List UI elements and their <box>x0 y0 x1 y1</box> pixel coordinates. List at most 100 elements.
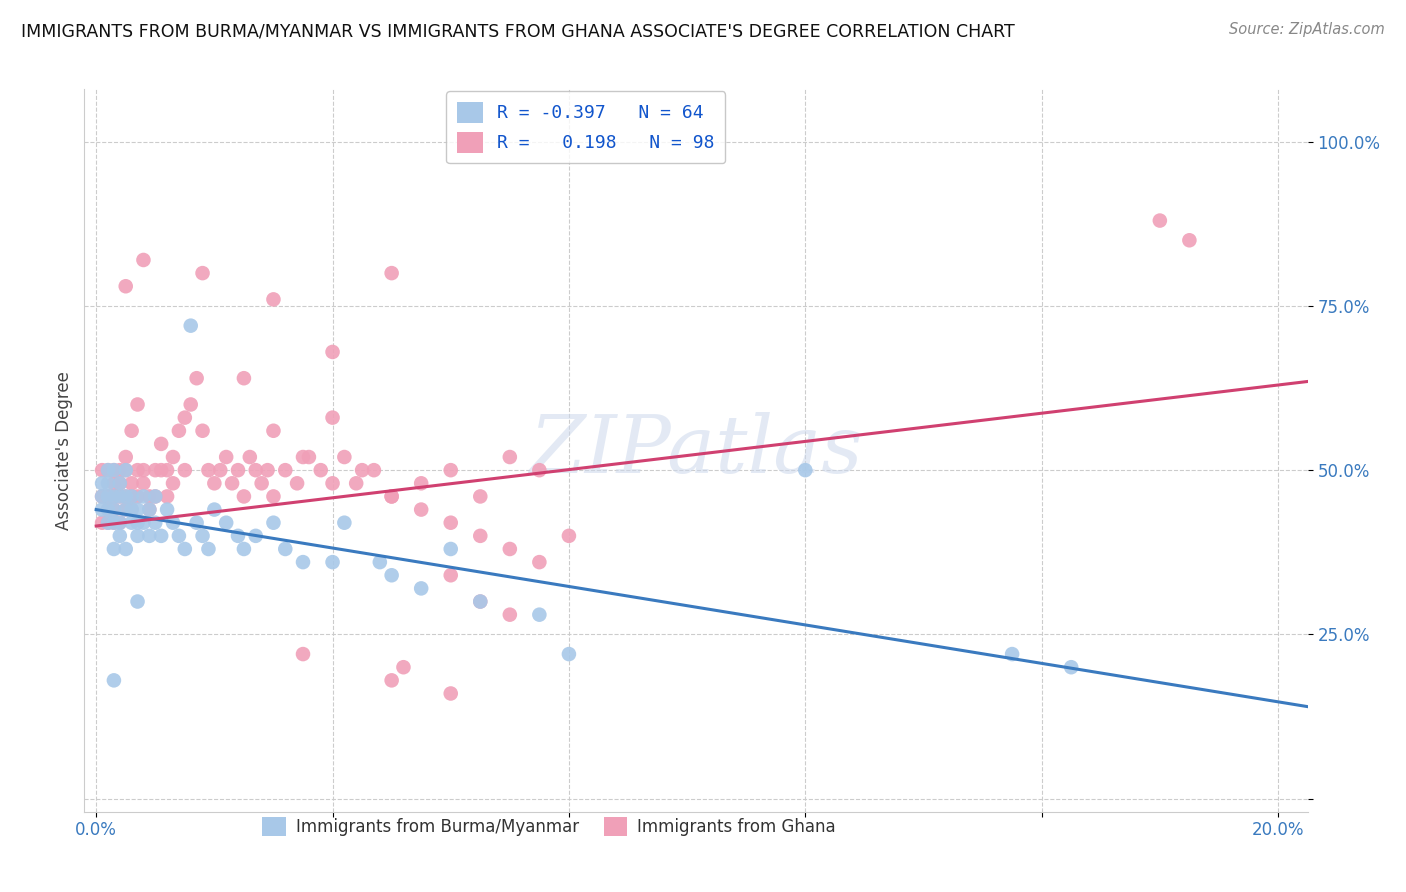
Point <box>381 490 404 504</box>
Point <box>108 463 131 477</box>
Point <box>103 463 125 477</box>
Point <box>103 516 125 530</box>
Point <box>108 529 131 543</box>
Point <box>245 463 267 477</box>
Point <box>143 516 166 530</box>
Point <box>262 516 284 530</box>
Point <box>1001 647 1024 661</box>
Point <box>232 490 254 504</box>
Point <box>411 582 433 596</box>
Point <box>529 555 551 569</box>
Point <box>121 490 143 504</box>
Point <box>121 516 143 530</box>
Point <box>344 476 367 491</box>
Point <box>162 476 184 491</box>
Point <box>114 463 136 477</box>
Point <box>91 516 114 530</box>
Point <box>333 450 356 464</box>
Point <box>132 463 155 477</box>
Point <box>794 463 817 477</box>
Text: IMMIGRANTS FROM BURMA/MYANMAR VS IMMIGRANTS FROM GHANA ASSOCIATE'S DEGREE CORREL: IMMIGRANTS FROM BURMA/MYANMAR VS IMMIGRA… <box>21 22 1015 40</box>
Point <box>127 529 149 543</box>
Point <box>322 555 344 569</box>
Point <box>103 673 125 688</box>
Point <box>97 476 120 491</box>
Point <box>262 293 284 307</box>
Point <box>440 541 463 556</box>
Point <box>292 555 315 569</box>
Point <box>150 529 173 543</box>
Point <box>91 490 114 504</box>
Point <box>209 463 232 477</box>
Point <box>91 502 114 516</box>
Point <box>91 490 114 504</box>
Point <box>132 476 155 491</box>
Point <box>499 541 522 556</box>
Point <box>470 594 492 608</box>
Point <box>108 490 131 504</box>
Point <box>121 490 143 504</box>
Point <box>186 371 208 385</box>
Point <box>108 476 131 491</box>
Point <box>127 490 149 504</box>
Point <box>292 647 315 661</box>
Point <box>1149 213 1171 227</box>
Point <box>132 516 155 530</box>
Point <box>173 541 195 556</box>
Point <box>156 502 179 516</box>
Point <box>97 490 120 504</box>
Point <box>121 502 143 516</box>
Point <box>250 476 273 491</box>
Point <box>97 502 120 516</box>
Point <box>191 529 214 543</box>
Point <box>262 424 284 438</box>
Point <box>156 490 179 504</box>
Point <box>97 516 120 530</box>
Point <box>470 490 492 504</box>
Point <box>103 502 125 516</box>
Point <box>103 516 125 530</box>
Point <box>114 490 136 504</box>
Point <box>103 490 125 504</box>
Point <box>381 490 404 504</box>
Point <box>97 463 120 477</box>
Point <box>114 490 136 504</box>
Point <box>197 541 219 556</box>
Point <box>173 463 195 477</box>
Point <box>114 502 136 516</box>
Point <box>322 345 344 359</box>
Point <box>143 463 166 477</box>
Point <box>150 463 173 477</box>
Point <box>97 490 120 504</box>
Point <box>274 541 297 556</box>
Text: Source: ZipAtlas.com: Source: ZipAtlas.com <box>1229 22 1385 37</box>
Point <box>103 463 125 477</box>
Point <box>221 476 243 491</box>
Point <box>138 502 160 516</box>
Legend: Immigrants from Burma/Myanmar, Immigrants from Ghana: Immigrants from Burma/Myanmar, Immigrant… <box>256 811 842 843</box>
Point <box>97 516 120 530</box>
Point <box>114 450 136 464</box>
Point <box>411 476 433 491</box>
Point <box>103 490 125 504</box>
Point <box>381 568 404 582</box>
Point <box>322 410 344 425</box>
Point <box>103 476 125 491</box>
Point <box>440 463 463 477</box>
Point <box>352 463 374 477</box>
Point <box>363 463 385 477</box>
Point <box>381 266 404 280</box>
Point <box>202 476 225 491</box>
Point <box>127 463 149 477</box>
Point <box>226 463 249 477</box>
Point <box>440 686 463 700</box>
Point <box>103 502 125 516</box>
Point <box>138 529 160 543</box>
Point <box>180 318 202 333</box>
Point <box>239 450 262 464</box>
Point <box>167 529 190 543</box>
Point <box>108 516 131 530</box>
Point <box>322 476 344 491</box>
Point <box>440 516 463 530</box>
Point <box>103 541 125 556</box>
